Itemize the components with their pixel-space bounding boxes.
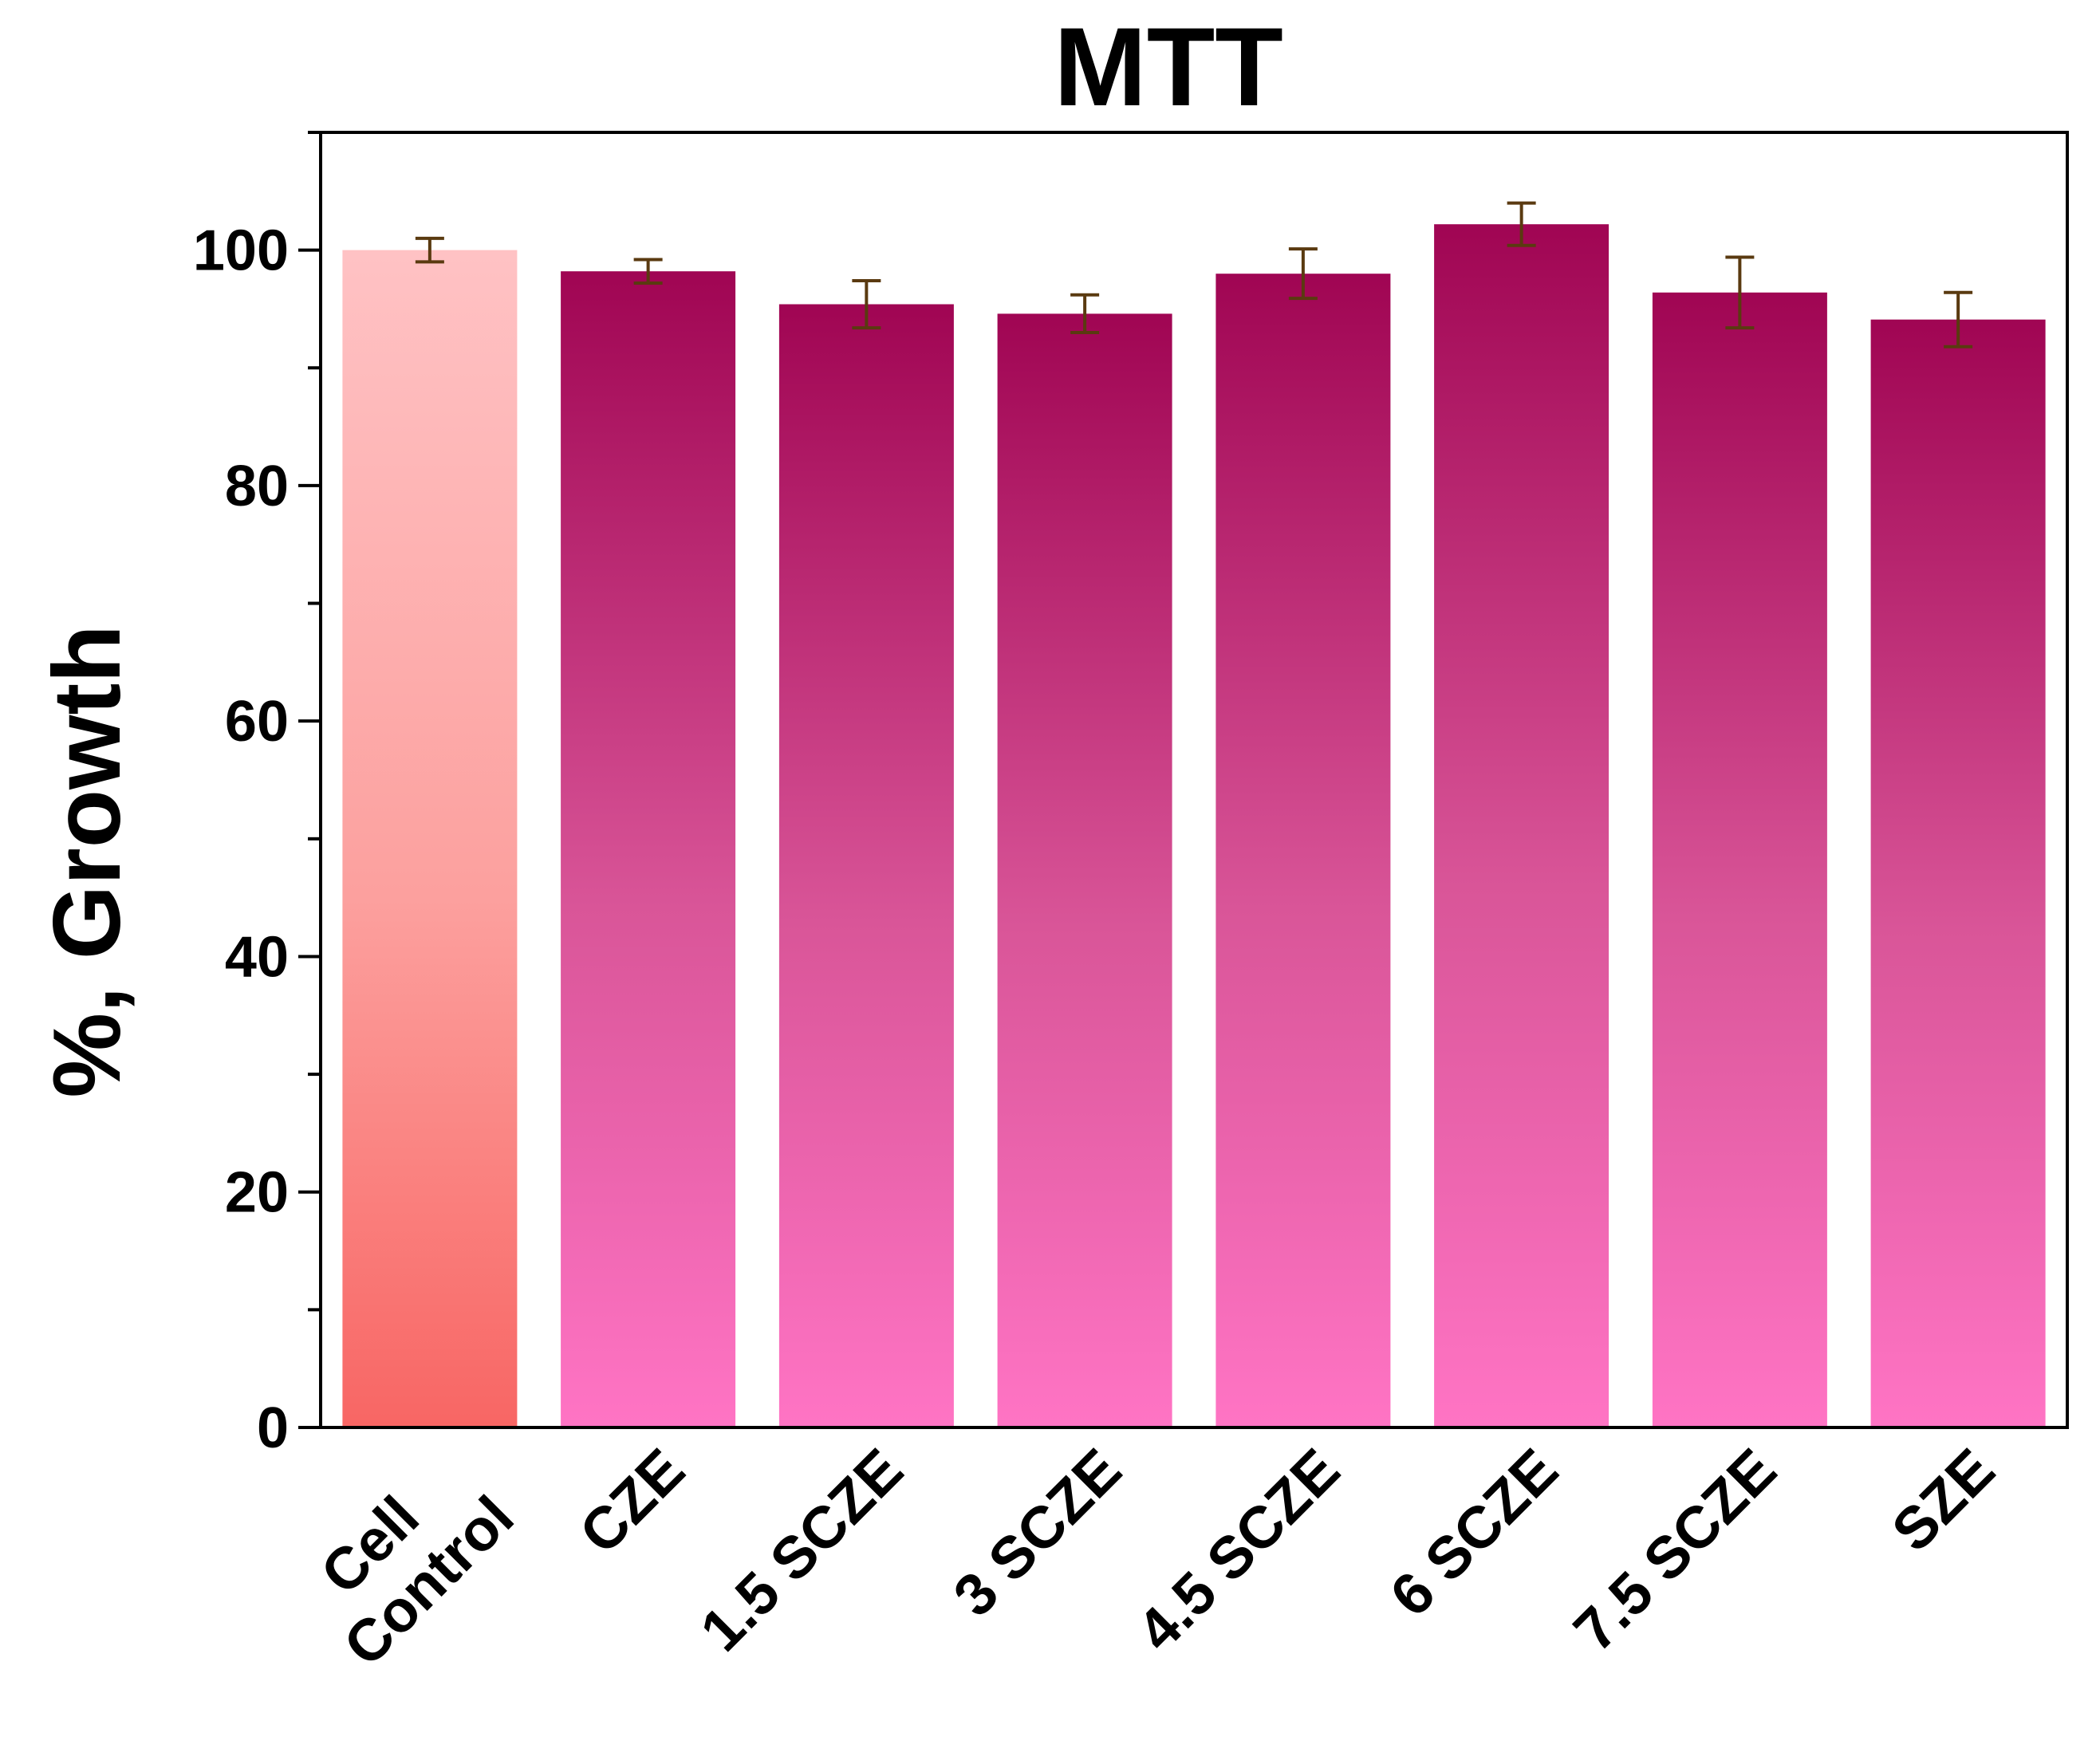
x-tick-label-0: CellControl	[284, 1436, 526, 1679]
y-tick-label-40: 40	[225, 925, 289, 989]
error-bar-0	[415, 236, 444, 264]
x-tick-label-1: CZE	[567, 1436, 697, 1566]
bar-4	[1215, 274, 1391, 1428]
x-tick-label-line-6-0: 7.5 SCZE	[1561, 1436, 1789, 1664]
error-bar-7	[1944, 290, 1973, 348]
error-bar-3	[1070, 293, 1100, 334]
error-bar-1	[633, 258, 663, 285]
x-tick-label-5: 6 SCZE	[1377, 1436, 1570, 1629]
bar-3	[997, 313, 1172, 1427]
bars-layer	[342, 224, 2046, 1428]
bar-7	[1870, 319, 2046, 1428]
chart-title: MTT	[1054, 4, 1283, 129]
y-axis-label: %, Growth	[33, 624, 140, 1097]
x-tick-label-line-1-0: CZE	[567, 1436, 697, 1566]
y-tick-label-80: 80	[225, 455, 289, 518]
bar-6	[1652, 292, 1827, 1427]
bar-1	[561, 271, 736, 1428]
error-bar-4	[1288, 247, 1318, 301]
y-axis: 0 20 40 60 80 100	[193, 131, 321, 1460]
x-tick-label-line-7-0: SZE	[1879, 1436, 2007, 1564]
x-tick-label-3: 3 SCZE	[941, 1436, 1134, 1629]
x-tick-label-2: 1.5 SCZE	[688, 1436, 916, 1664]
x-tick-label-line-2-0: 1.5 SCZE	[688, 1436, 916, 1664]
x-tick-label-line-3-0: 3 SCZE	[941, 1436, 1134, 1629]
y-tick-label-60: 60	[225, 690, 289, 754]
y-tick-label-0: 0	[257, 1396, 289, 1460]
x-tick-label-line-5-0: 6 SCZE	[1377, 1436, 1570, 1629]
plot-frame	[319, 131, 2069, 1429]
error-bar-6	[1725, 255, 1755, 330]
error-bars-layer	[415, 201, 1973, 348]
x-tick-label-4: 4.5 SCZE	[1125, 1436, 1353, 1664]
y-tick-label-20: 20	[225, 1161, 289, 1225]
bar-5	[1434, 224, 1609, 1428]
bar-0	[342, 250, 518, 1428]
y-tick-label-100: 100	[193, 219, 289, 283]
x-tick-label-7: SZE	[1879, 1436, 2007, 1564]
x-tick-label-6: 7.5 SCZE	[1561, 1436, 1789, 1664]
error-bar-5	[1507, 201, 1536, 247]
x-tick-label-line-4-0: 4.5 SCZE	[1125, 1436, 1353, 1664]
error-bar-2	[852, 279, 881, 330]
bar-2	[778, 304, 954, 1427]
